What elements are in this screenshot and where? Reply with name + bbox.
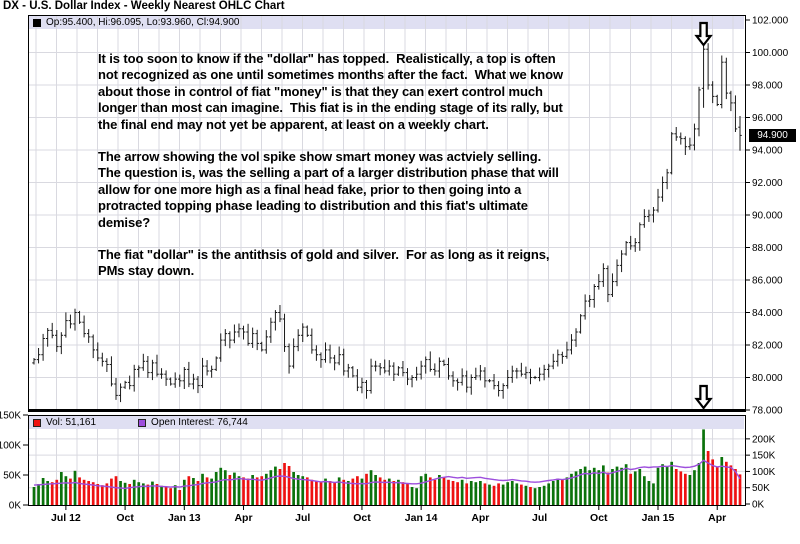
svg-text:96.000: 96.000 [752, 113, 783, 124]
svg-text:50K: 50K [752, 483, 770, 494]
svg-text:94.000: 94.000 [752, 146, 783, 157]
sell-arrow-volume [694, 384, 713, 410]
price-legend: Op:95.400, Hi:96.095, Lo:93.960, Cl:94.9… [33, 16, 239, 29]
svg-text:150K: 150K [0, 411, 21, 422]
svg-text:50K: 50K [3, 471, 21, 482]
price-legend-label: Op:95.400, Hi:96.095, Lo:93.960, Cl:94.9… [46, 17, 240, 28]
annotation-paragraph-1: It is too soon to know if the "dollar" h… [98, 51, 567, 132]
volume-legend-label: Vol: 51,161 [46, 417, 97, 428]
svg-text:200K: 200K [752, 434, 776, 445]
svg-text:82.000: 82.000 [752, 341, 783, 352]
volume-axis-left-labels: 150K 100K 50K 0K [0, 411, 28, 512]
svg-text:Jul: Jul [295, 512, 310, 524]
svg-text:78.000: 78.000 [752, 406, 783, 417]
open-interest-legend-swatch-icon [138, 418, 147, 427]
svg-text:Jan 13: Jan 13 [168, 512, 201, 524]
svg-text:Oct: Oct [116, 512, 134, 524]
svg-text:100K: 100K [752, 467, 776, 478]
svg-text:Jan 15: Jan 15 [642, 512, 675, 524]
svg-text:86.000: 86.000 [752, 276, 783, 287]
svg-text:0K: 0K [752, 500, 765, 511]
svg-text:Oct: Oct [353, 512, 371, 524]
trader-annotation: It is too soon to know if the "dollar" h… [98, 51, 568, 296]
x-axis-labels: Jul 12 Oct Jan 13 Apr Jul Oct Jan 14 Apr Jul Oct J… [51, 505, 726, 524]
open-interest-legend-label: Open Interest: 76,744 [151, 417, 248, 428]
svg-text:150K: 150K [752, 451, 776, 462]
panel-borders [28, 15, 746, 506]
volume-axis-right-labels: 200K 150K 100K 50K 0K [745, 434, 776, 511]
volume-legend-swatch-icon [33, 418, 41, 427]
price-axis-labels: 102.000 100.000 98.000 96.000 94.000 92.000 90… [745, 16, 789, 417]
svg-text:Apr: Apr [471, 512, 489, 524]
volume-bars [32, 429, 742, 505]
chart-title: DX - U.S. Dollar Index - Weekly Nearest … [3, 0, 285, 12]
svg-text:92.000: 92.000 [752, 178, 783, 189]
svg-text:100K: 100K [0, 441, 21, 452]
svg-text:80.000: 80.000 [752, 373, 783, 384]
svg-text:90.000: 90.000 [752, 211, 783, 222]
ohlc-series [32, 43, 742, 403]
ohlc-legend-swatch-icon [33, 18, 41, 27]
svg-text:88.000: 88.000 [752, 243, 783, 254]
svg-text:Jul 12: Jul 12 [51, 512, 81, 524]
svg-text:Apr: Apr [234, 512, 252, 524]
svg-text:Oct: Oct [590, 512, 608, 524]
svg-text:Apr: Apr [708, 512, 726, 524]
svg-text:Jul: Jul [532, 512, 547, 524]
svg-text:0K: 0K [9, 501, 22, 512]
svg-text:84.000: 84.000 [752, 308, 783, 319]
svg-text:Jan 14: Jan 14 [405, 512, 438, 524]
open-interest-line [33, 459, 741, 490]
last-price-badge: 94.900 [749, 129, 796, 142]
svg-text:100.000: 100.000 [752, 48, 789, 59]
legend-strips [29, 16, 744, 429]
volume-legend: Vol: 51,161 Open Interest: 76,744 [33, 416, 248, 429]
svg-text:98.000: 98.000 [752, 81, 783, 92]
annotation-paragraph-3: The fiat "dollar" is the antithsis of go… [98, 247, 553, 279]
sell-arrow-price [694, 21, 713, 47]
annotation-paragraph-2: The arrow showing the vol spike show sma… [98, 149, 563, 230]
svg-text:102.000: 102.000 [752, 16, 789, 27]
